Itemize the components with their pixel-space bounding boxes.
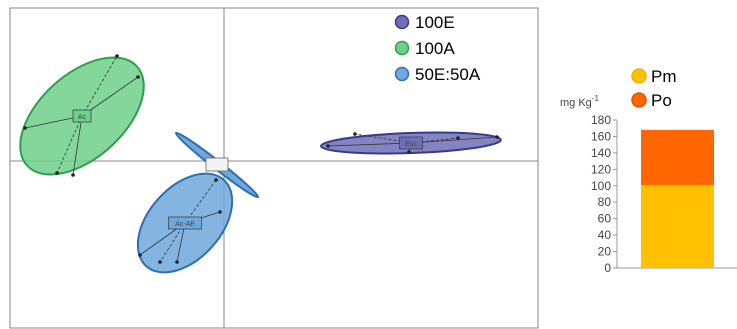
y-tick-label: 140 xyxy=(591,146,611,160)
y-tick-label: 60 xyxy=(598,212,612,226)
ellipses-layer: Euc Ac Ac-AE xyxy=(19,54,502,274)
y-tick-label: 80 xyxy=(598,195,612,209)
legend-swatch xyxy=(394,40,410,56)
sample-point xyxy=(407,150,411,154)
y-axis-label: mg Kg-1 xyxy=(560,94,599,109)
centroid-label: Euc xyxy=(405,141,418,148)
legend-item-2: 100A xyxy=(394,39,455,58)
sample-point xyxy=(495,135,499,139)
bar-marks xyxy=(641,129,714,268)
y-axis-label-unit: mg Kg xyxy=(560,97,592,109)
sample-point xyxy=(456,136,460,140)
sample-point xyxy=(55,171,59,175)
legend-label: 100E xyxy=(415,13,455,32)
spoke-line xyxy=(24,115,83,129)
y-tick-label: 180 xyxy=(591,113,611,127)
spoke-line xyxy=(159,222,186,263)
spoke-line xyxy=(410,136,498,144)
y-tick-label: 20 xyxy=(598,245,612,259)
spoke-line xyxy=(327,142,412,147)
sample-point xyxy=(353,132,357,136)
origin-box xyxy=(205,157,229,172)
centroid-box xyxy=(399,136,423,150)
spoke-line xyxy=(81,55,118,117)
y-tick-label: 0 xyxy=(604,261,611,275)
bar-legend-swatch xyxy=(631,92,647,108)
sample-point xyxy=(136,75,140,79)
legend-label: 100A xyxy=(415,39,455,58)
plot-frame xyxy=(9,7,539,329)
sample-point xyxy=(326,144,330,148)
bar-segment-po xyxy=(641,129,714,185)
bar-legend-swatch xyxy=(631,68,647,84)
legend-label: 50E:50A xyxy=(415,65,481,84)
spoke-line xyxy=(72,115,83,176)
origin-marker xyxy=(174,131,260,199)
bar-legend-item-1: Pm xyxy=(631,67,677,86)
y-tick-label: 40 xyxy=(598,228,612,242)
sample-point xyxy=(214,178,218,182)
spoke-line xyxy=(176,222,186,263)
spoke-line xyxy=(81,76,139,117)
bar-legend-item-2: Po xyxy=(631,91,672,110)
sample-point xyxy=(71,173,75,177)
sample-point xyxy=(175,260,179,264)
stacked-bar-chart: Pm Po mg Kg-1 0 20 40 60 80 100 120 140 160 180 xyxy=(560,67,737,275)
spoke-line xyxy=(184,179,217,224)
spoke-line xyxy=(354,133,412,144)
bar-legend-label: Pm xyxy=(651,67,677,86)
sample-point xyxy=(115,54,119,58)
y-tick-label: 120 xyxy=(591,162,611,176)
y-tick-label: 100 xyxy=(591,179,611,193)
bar-legend: Pm Po xyxy=(631,67,677,110)
y-tick-label: 160 xyxy=(591,129,611,143)
legend-item-1: 100E xyxy=(394,13,455,32)
group-3-ellipse-group: Ac-AE xyxy=(136,172,234,274)
y-axis-label-exponent: -1 xyxy=(592,94,600,103)
bar-segment-pm xyxy=(641,184,714,268)
group-1-ellipse-group: Euc xyxy=(320,131,502,155)
spoke-line xyxy=(56,115,83,174)
sample-point xyxy=(23,126,27,130)
ordination-legend: 100E 100A 50E:50A xyxy=(394,13,481,84)
legend-swatch xyxy=(394,14,410,30)
legend-swatch xyxy=(394,66,410,82)
centroid-label: Ac xyxy=(78,114,87,121)
ordination-plot: Euc Ac Ac-AE 100E 100A 50E:50A xyxy=(9,7,539,329)
legend-item-3: 50E:50A xyxy=(394,65,481,84)
sample-point xyxy=(138,253,142,257)
group-2-ellipse-group: Ac xyxy=(19,54,145,177)
y-axis: 0 20 40 60 80 100 120 140 160 180 xyxy=(591,113,737,275)
centroid-box xyxy=(168,216,202,230)
centroid-label: Ac-AE xyxy=(175,221,195,228)
bar-legend-label: Po xyxy=(651,91,672,110)
sample-point xyxy=(218,210,222,214)
centroid-box xyxy=(72,109,92,123)
sample-point xyxy=(158,260,162,264)
